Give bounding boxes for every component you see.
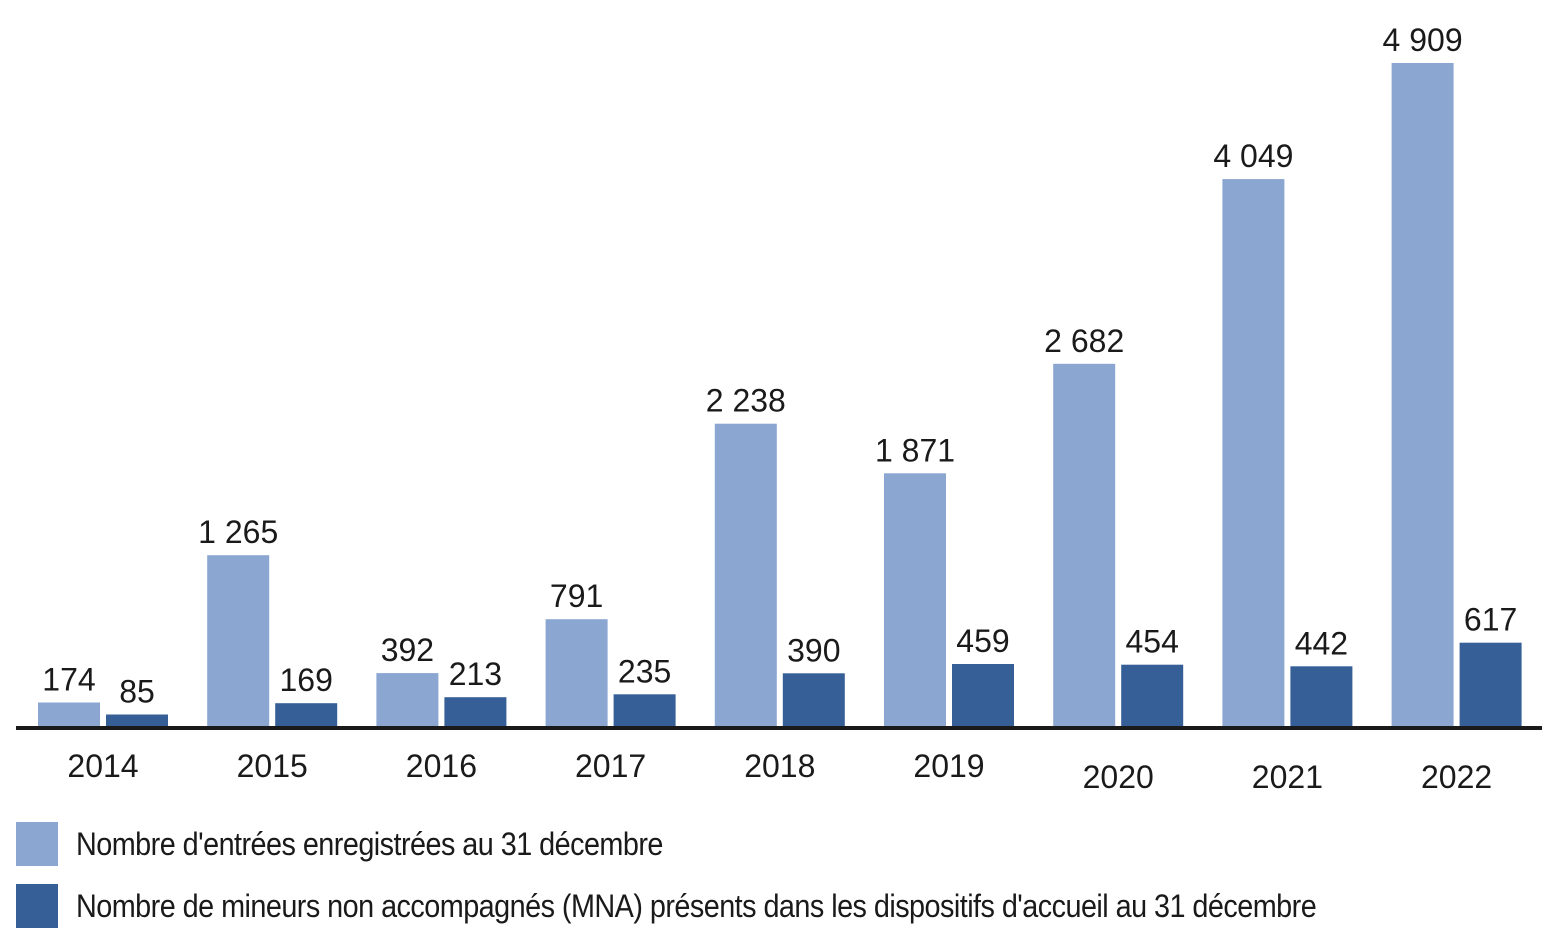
category-label-2014: 2014	[67, 748, 138, 784]
bar-mna-2021	[1290, 666, 1353, 726]
legend: Nombre d'entrées enregistrées au 31 déce…	[16, 822, 1454, 946]
bar-mna-2018	[782, 673, 845, 726]
bar-mna-2020	[1121, 664, 1184, 726]
legend-swatch-entries	[16, 822, 58, 866]
bar-entries-2015	[207, 555, 270, 726]
bar-mna-2016	[444, 697, 507, 726]
value-labels-group: 174 85 1 265 169 392 213 791 235 2 238 390 1 871 45…	[42, 22, 1517, 710]
bar-mna-2019	[952, 664, 1014, 726]
value-label-mna-2017: 235	[618, 653, 671, 689]
category-label-2016: 2016	[406, 748, 477, 784]
bars-group	[38, 63, 1522, 727]
value-label-entries-2021: 4 049	[1213, 138, 1293, 174]
bar-mna-2017	[613, 694, 676, 726]
bar-entries-2017	[545, 619, 608, 726]
value-label-mna-2019: 459	[956, 623, 1009, 659]
category-label-2019: 2019	[913, 748, 984, 784]
legend-item-mna: Nombre de mineurs non accompagnés (MNA) …	[16, 884, 1454, 928]
value-label-mna-2015: 169	[280, 662, 333, 698]
value-label-mna-2016: 213	[449, 656, 502, 692]
legend-item-entries: Nombre d'entrées enregistrées au 31 déce…	[16, 822, 1454, 866]
bar-entries-2020	[1053, 363, 1116, 726]
value-label-entries-2016: 392	[381, 632, 434, 668]
bar-entries-2021	[1222, 179, 1285, 727]
value-label-mna-2018: 390	[787, 632, 840, 668]
bar-mna-2022	[1459, 642, 1522, 726]
legend-label-mna: Nombre de mineurs non accompagnés (MNA) …	[76, 887, 1317, 924]
legend-label-entries: Nombre d'entrées enregistrées au 31 déce…	[76, 825, 663, 862]
value-label-mna-2020: 454	[1126, 624, 1179, 660]
value-label-entries-2022: 4 909	[1383, 22, 1463, 58]
value-label-entries-2020: 2 682	[1044, 323, 1124, 359]
bar-mna-2014	[106, 714, 168, 726]
bar-entries-2018	[714, 423, 777, 726]
category-label-2018: 2018	[744, 748, 815, 784]
category-label-2017: 2017	[575, 748, 646, 784]
category-label-2020: 2020	[1083, 759, 1154, 795]
value-label-mna-2021: 442	[1295, 625, 1348, 661]
bar-entries-2016	[376, 673, 439, 726]
value-label-mna-2022: 617	[1464, 602, 1517, 638]
bar-entries-2022	[1391, 63, 1454, 726]
category-label-2021: 2021	[1252, 759, 1323, 795]
category-label-2015: 2015	[237, 748, 308, 784]
bar-entries-2019	[884, 473, 946, 726]
value-label-entries-2017: 791	[550, 578, 603, 614]
bar-mna-2015	[275, 703, 338, 726]
legend-swatch-mna	[16, 884, 58, 928]
category-label-2022: 2022	[1421, 759, 1492, 795]
value-label-entries-2015: 1 265	[198, 514, 278, 550]
bar-entries-2014	[38, 702, 100, 726]
value-label-entries-2018: 2 238	[706, 383, 786, 419]
value-label-entries-2014: 174	[42, 662, 95, 698]
value-label-mna-2014: 85	[119, 674, 155, 710]
category-labels-group: 2014 2015 2016 2017 2018 2019 2020 2021 2022	[67, 748, 1492, 795]
bar-chart: 174 85 1 265 169 392 213 791 235 2 238 390 1 871 45…	[16, 22, 1542, 795]
value-label-entries-2019: 1 871	[875, 432, 955, 468]
